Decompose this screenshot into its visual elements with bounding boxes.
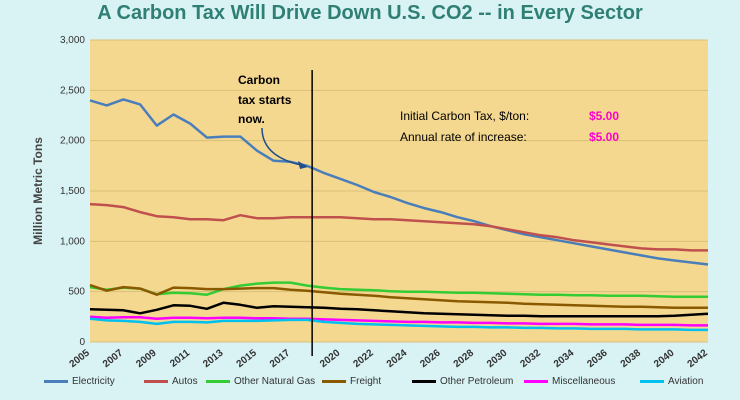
- y-tick-label: 0: [79, 337, 85, 348]
- series-line-aviation: [89, 317, 708, 332]
- legend-swatch: [206, 380, 230, 383]
- legend-swatch: [44, 380, 68, 383]
- y-axis-label: Million Metric Tons: [31, 137, 45, 245]
- legend-item: Autos: [144, 376, 198, 387]
- legend-label: Aviation: [668, 376, 704, 387]
- x-tick-label: 2022: [351, 347, 376, 370]
- legend-item: Other Natural Gas: [206, 376, 315, 387]
- y-tick-label: 500: [68, 287, 85, 298]
- x-tick-label: 2040: [652, 347, 677, 370]
- x-tick-label: 2038: [619, 347, 644, 370]
- x-tick-label: 2036: [585, 347, 610, 370]
- x-tick-label: 2032: [519, 347, 544, 370]
- y-axis-ticks: 0 500 1,000 1,500 2,000 2,500 3,000: [60, 35, 85, 348]
- legend: Electricity Autos Other Natural Gas Freight…: [0, 376, 740, 392]
- annotation-arrowhead: [298, 161, 308, 169]
- x-tick-label: 2017: [268, 347, 293, 370]
- y-tick-label: 2,500: [60, 85, 85, 96]
- legend-swatch: [412, 380, 436, 383]
- annotation-arrow: [261, 127, 307, 167]
- initial-tax-value: $5.00: [589, 109, 619, 123]
- legend-label: Other Natural Gas: [234, 376, 316, 387]
- x-tick-label: 2005: [68, 347, 93, 370]
- legend-swatch: [144, 380, 168, 383]
- x-tick-label: 2009: [134, 347, 159, 370]
- legend-label: Electricity: [72, 376, 115, 387]
- y-tick-label: 2,000: [60, 136, 85, 147]
- x-tick-label: 2028: [452, 347, 477, 370]
- legend-swatch: [524, 380, 548, 383]
- increase-rate-value: $5.00: [589, 130, 619, 144]
- series-line-miscellaneous: [89, 315, 708, 327]
- legend-item: Aviation: [640, 376, 703, 387]
- legend-label: Autos: [172, 376, 198, 387]
- y-tick-label: 1,500: [60, 186, 85, 197]
- x-tick-label: 2020: [318, 347, 343, 370]
- x-axis-ticks: 2005 2007 2009 2011 2013 2015 2017 2020 2022 2024…: [68, 347, 711, 370]
- x-tick-label: 2024: [385, 347, 410, 370]
- x-tick-label: 2034: [552, 347, 577, 370]
- series-lines: [89, 98, 709, 332]
- series-line-autos: [89, 202, 708, 252]
- legend-item: Other Petroleum: [412, 376, 513, 387]
- increase-rate-label: Annual rate of increase:: [400, 130, 527, 144]
- initial-tax-label: Initial Carbon Tax, $/ton:: [400, 109, 529, 123]
- legend-swatch: [640, 380, 664, 383]
- chart-title: A Carbon Tax Will Drive Down U.S. CO2 --…: [97, 2, 643, 24]
- x-tick-label: 2007: [101, 347, 126, 370]
- tax-start-annotation-line3: now.: [238, 112, 265, 126]
- legend-item: Freight: [322, 376, 381, 387]
- series-line-electricity: [89, 98, 709, 266]
- y-tick-label: 3,000: [60, 35, 85, 46]
- legend-swatch: [322, 380, 346, 383]
- series-line-other-petroleum: [89, 301, 709, 318]
- x-tick-label: 2042: [686, 347, 711, 370]
- x-tick-label: 2026: [418, 347, 443, 370]
- legend-label: Other Petroleum: [440, 376, 514, 387]
- legend-item: Electricity: [44, 376, 115, 387]
- tax-start-annotation-line1: Carbon: [238, 73, 280, 87]
- x-tick-label: 2013: [201, 347, 226, 370]
- x-tick-label: 2011: [168, 347, 192, 369]
- tax-start-annotation-line2: tax starts: [238, 93, 292, 107]
- x-tick-label: 2015: [235, 347, 260, 370]
- legend-label: Miscellaneous: [552, 376, 616, 387]
- x-tick-label: 2030: [485, 347, 510, 370]
- series-line-other-natural-gas: [89, 281, 708, 298]
- y-tick-label: 1,000: [60, 236, 85, 247]
- series-line-freight: [89, 283, 708, 310]
- legend-label: Freight: [350, 376, 382, 387]
- legend-item: Miscellaneous: [524, 376, 615, 387]
